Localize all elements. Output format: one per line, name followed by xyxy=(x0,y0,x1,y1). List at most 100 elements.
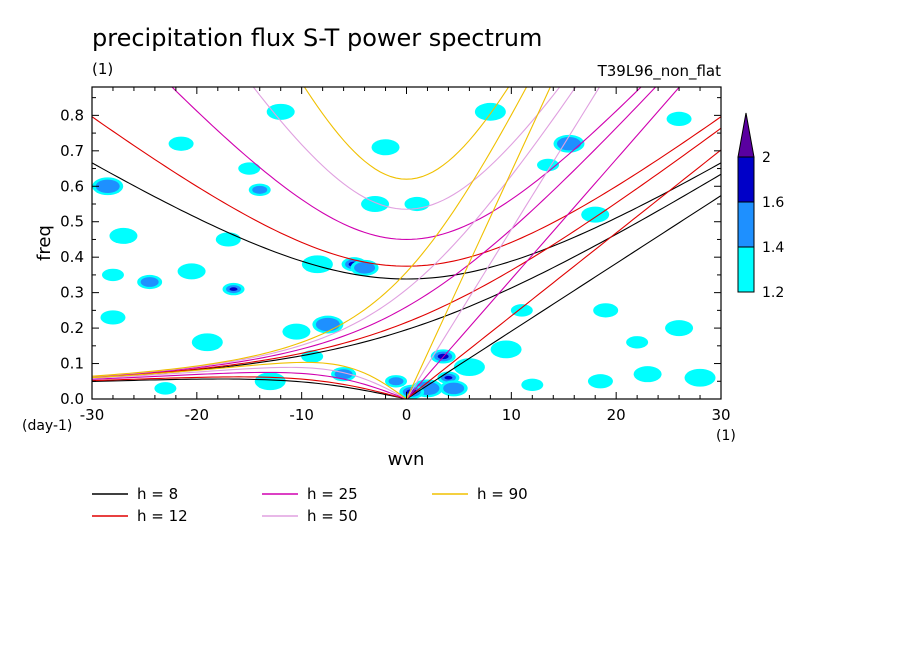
legend-label: h = 8 xyxy=(137,485,178,503)
contour-patch xyxy=(168,136,194,151)
colorbar-overflow-triangle xyxy=(737,112,755,158)
x-unit-label: (1) xyxy=(716,428,736,444)
y-tick-label: 0.8 xyxy=(60,106,84,124)
dispersion-curves-layer xyxy=(92,87,721,399)
contour-patch xyxy=(301,255,333,274)
y-tick-label: 0.6 xyxy=(60,177,84,195)
inertia-gravity-curve xyxy=(171,87,642,240)
contour-patch-core xyxy=(252,185,268,194)
contour-patch-core xyxy=(444,375,453,380)
plot-frame xyxy=(91,86,722,400)
legend-label: h = 25 xyxy=(307,485,358,503)
colorbar-segment xyxy=(737,156,755,203)
colorbar-level-label: 1.2 xyxy=(762,285,784,301)
contour-patch xyxy=(626,336,649,349)
contour-patch xyxy=(100,310,126,325)
legend-label: h = 12 xyxy=(137,507,188,525)
y-tick-label: 0.1 xyxy=(60,355,84,373)
contour-patch xyxy=(665,320,694,337)
colorbar: 1.2 1.4 1.6 2 xyxy=(737,112,784,301)
contour-patch xyxy=(474,102,506,121)
x-tick-label: 30 xyxy=(711,406,730,424)
chart-title: precipitation flux S-T power spectrum xyxy=(92,24,542,52)
contour-patch xyxy=(154,382,177,395)
legend-label: h = 50 xyxy=(307,507,358,525)
mixed-rossby-gravity-curve xyxy=(92,87,528,377)
contour-patch-core xyxy=(556,137,581,151)
contour-patch xyxy=(666,111,692,127)
y-tick-label: 0.5 xyxy=(60,213,84,231)
contour-patch xyxy=(282,323,311,340)
contour-patch xyxy=(684,368,716,387)
inertia-gravity-curve xyxy=(92,162,721,280)
contour-patch-core xyxy=(354,262,376,274)
chart-subtitle-right: T39L96_non_flat xyxy=(597,62,722,81)
kelvin-wave-curve xyxy=(406,149,721,399)
y-tick-label: 0.4 xyxy=(60,248,84,266)
contour-patch-core xyxy=(229,287,238,291)
contour-patch xyxy=(101,268,124,282)
contour-patch xyxy=(593,303,619,318)
y-tick-label: 0.0 xyxy=(60,390,84,408)
contour-patch xyxy=(177,263,206,280)
x-tick-label: -30 xyxy=(80,406,105,424)
kelvin-wave-curve xyxy=(406,87,551,399)
contour-patch xyxy=(266,103,295,120)
curve-legend: h = 8 h = 12 h = 25 h = 50 h = 90 xyxy=(92,485,528,525)
contour-patch-core xyxy=(388,377,404,386)
y-axis-title: freq xyxy=(34,225,55,261)
axis-ticks: -30 -20 -10 0 10 20 30 0.0 0.1 0.2 0.3 0.4 0.5 0.6 0.7… xyxy=(60,87,731,424)
contour-patch xyxy=(371,139,400,156)
x-tick-label: -20 xyxy=(185,406,210,424)
y-unit-label: (day-1) xyxy=(22,418,72,434)
y-tick-label: 0.3 xyxy=(60,284,84,302)
mixed-rossby-gravity-curve xyxy=(92,127,721,378)
inertia-gravity-curve xyxy=(92,116,721,267)
x-tick-label: 10 xyxy=(502,406,521,424)
contour-patch-core xyxy=(140,277,159,287)
colorbar-level-label: 1.4 xyxy=(762,240,784,256)
contour-patch xyxy=(453,358,485,376)
contour-patch xyxy=(238,162,261,175)
x-tick-label: 20 xyxy=(607,406,626,424)
colorbar-level-label: 2 xyxy=(762,150,771,166)
mixed-rossby-gravity-curve xyxy=(92,87,657,378)
contour-patch xyxy=(521,378,544,392)
contour-patch xyxy=(254,372,286,391)
contour-patch-core xyxy=(315,317,340,332)
legend-label: h = 90 xyxy=(477,485,528,503)
rossby-wave-curve xyxy=(92,378,407,399)
colorbar-level-label: 1.6 xyxy=(762,195,784,211)
kelvin-wave-curve xyxy=(406,87,681,399)
y-tick-label: 0.7 xyxy=(60,142,84,160)
x-tick-label: -10 xyxy=(289,406,314,424)
contour-patch xyxy=(191,333,223,352)
kelvin-wave-curve xyxy=(406,87,601,399)
colorbar-segment xyxy=(737,201,755,248)
y-tick-label: 0.2 xyxy=(60,319,84,337)
contour-patch xyxy=(109,227,138,244)
contour-patch xyxy=(301,350,324,363)
colorbar-segment xyxy=(737,246,755,293)
contour-patch xyxy=(581,206,610,223)
contour-patch xyxy=(215,232,241,247)
contour-patch xyxy=(510,304,533,317)
rossby-wave-curve xyxy=(92,371,407,399)
mixed-rossby-gravity-curve xyxy=(92,87,577,377)
contour-patch xyxy=(633,366,662,383)
contour-patch-core xyxy=(95,179,120,193)
chart-subtitle-left: (1) xyxy=(92,60,113,78)
inertia-gravity-curve xyxy=(252,87,561,210)
rossby-wave-curve xyxy=(92,361,407,399)
contour-patch xyxy=(490,340,522,359)
kelvin-wave-curve xyxy=(406,195,721,399)
contour-fill-layer xyxy=(92,102,716,399)
contour-patch-core xyxy=(443,382,465,395)
x-axis-title: wvn xyxy=(388,449,425,470)
inertia-gravity-curve xyxy=(303,87,510,180)
x-tick-label: 0 xyxy=(402,406,412,424)
rossby-wave-curve xyxy=(92,366,407,399)
contour-patch xyxy=(361,196,390,212)
rossby-wave-curve xyxy=(92,376,407,399)
